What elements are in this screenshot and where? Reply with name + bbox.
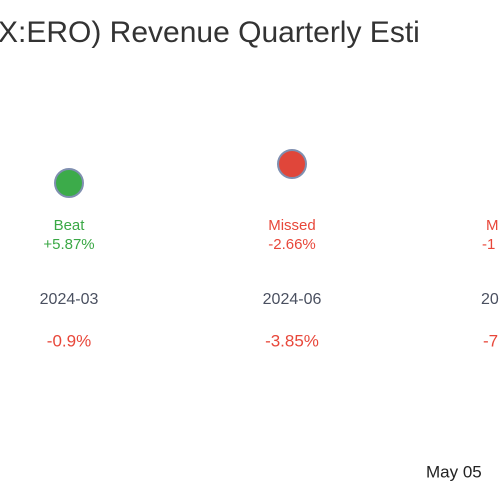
- footer-date: May 05: [426, 462, 482, 481]
- missed-dot: [277, 149, 307, 179]
- status-label: M: [486, 217, 499, 234]
- surprise-label: +5.87%: [43, 236, 94, 253]
- change-label: -0.9%: [47, 331, 91, 350]
- beat-dot: [54, 168, 84, 198]
- change-label: -7: [483, 331, 498, 350]
- date-label: 2024-06: [263, 291, 322, 308]
- date-label: 2024-03: [40, 291, 99, 308]
- surprise-label: -2.66%: [268, 236, 316, 253]
- date-label: 20: [481, 291, 499, 308]
- surprise-label: -1: [482, 236, 495, 253]
- status-label: Beat: [54, 217, 86, 234]
- status-label: Missed: [268, 217, 316, 234]
- chart-title: X:ERO) Revenue Quarterly Esti: [0, 16, 420, 49]
- change-label: -3.85%: [265, 331, 319, 350]
